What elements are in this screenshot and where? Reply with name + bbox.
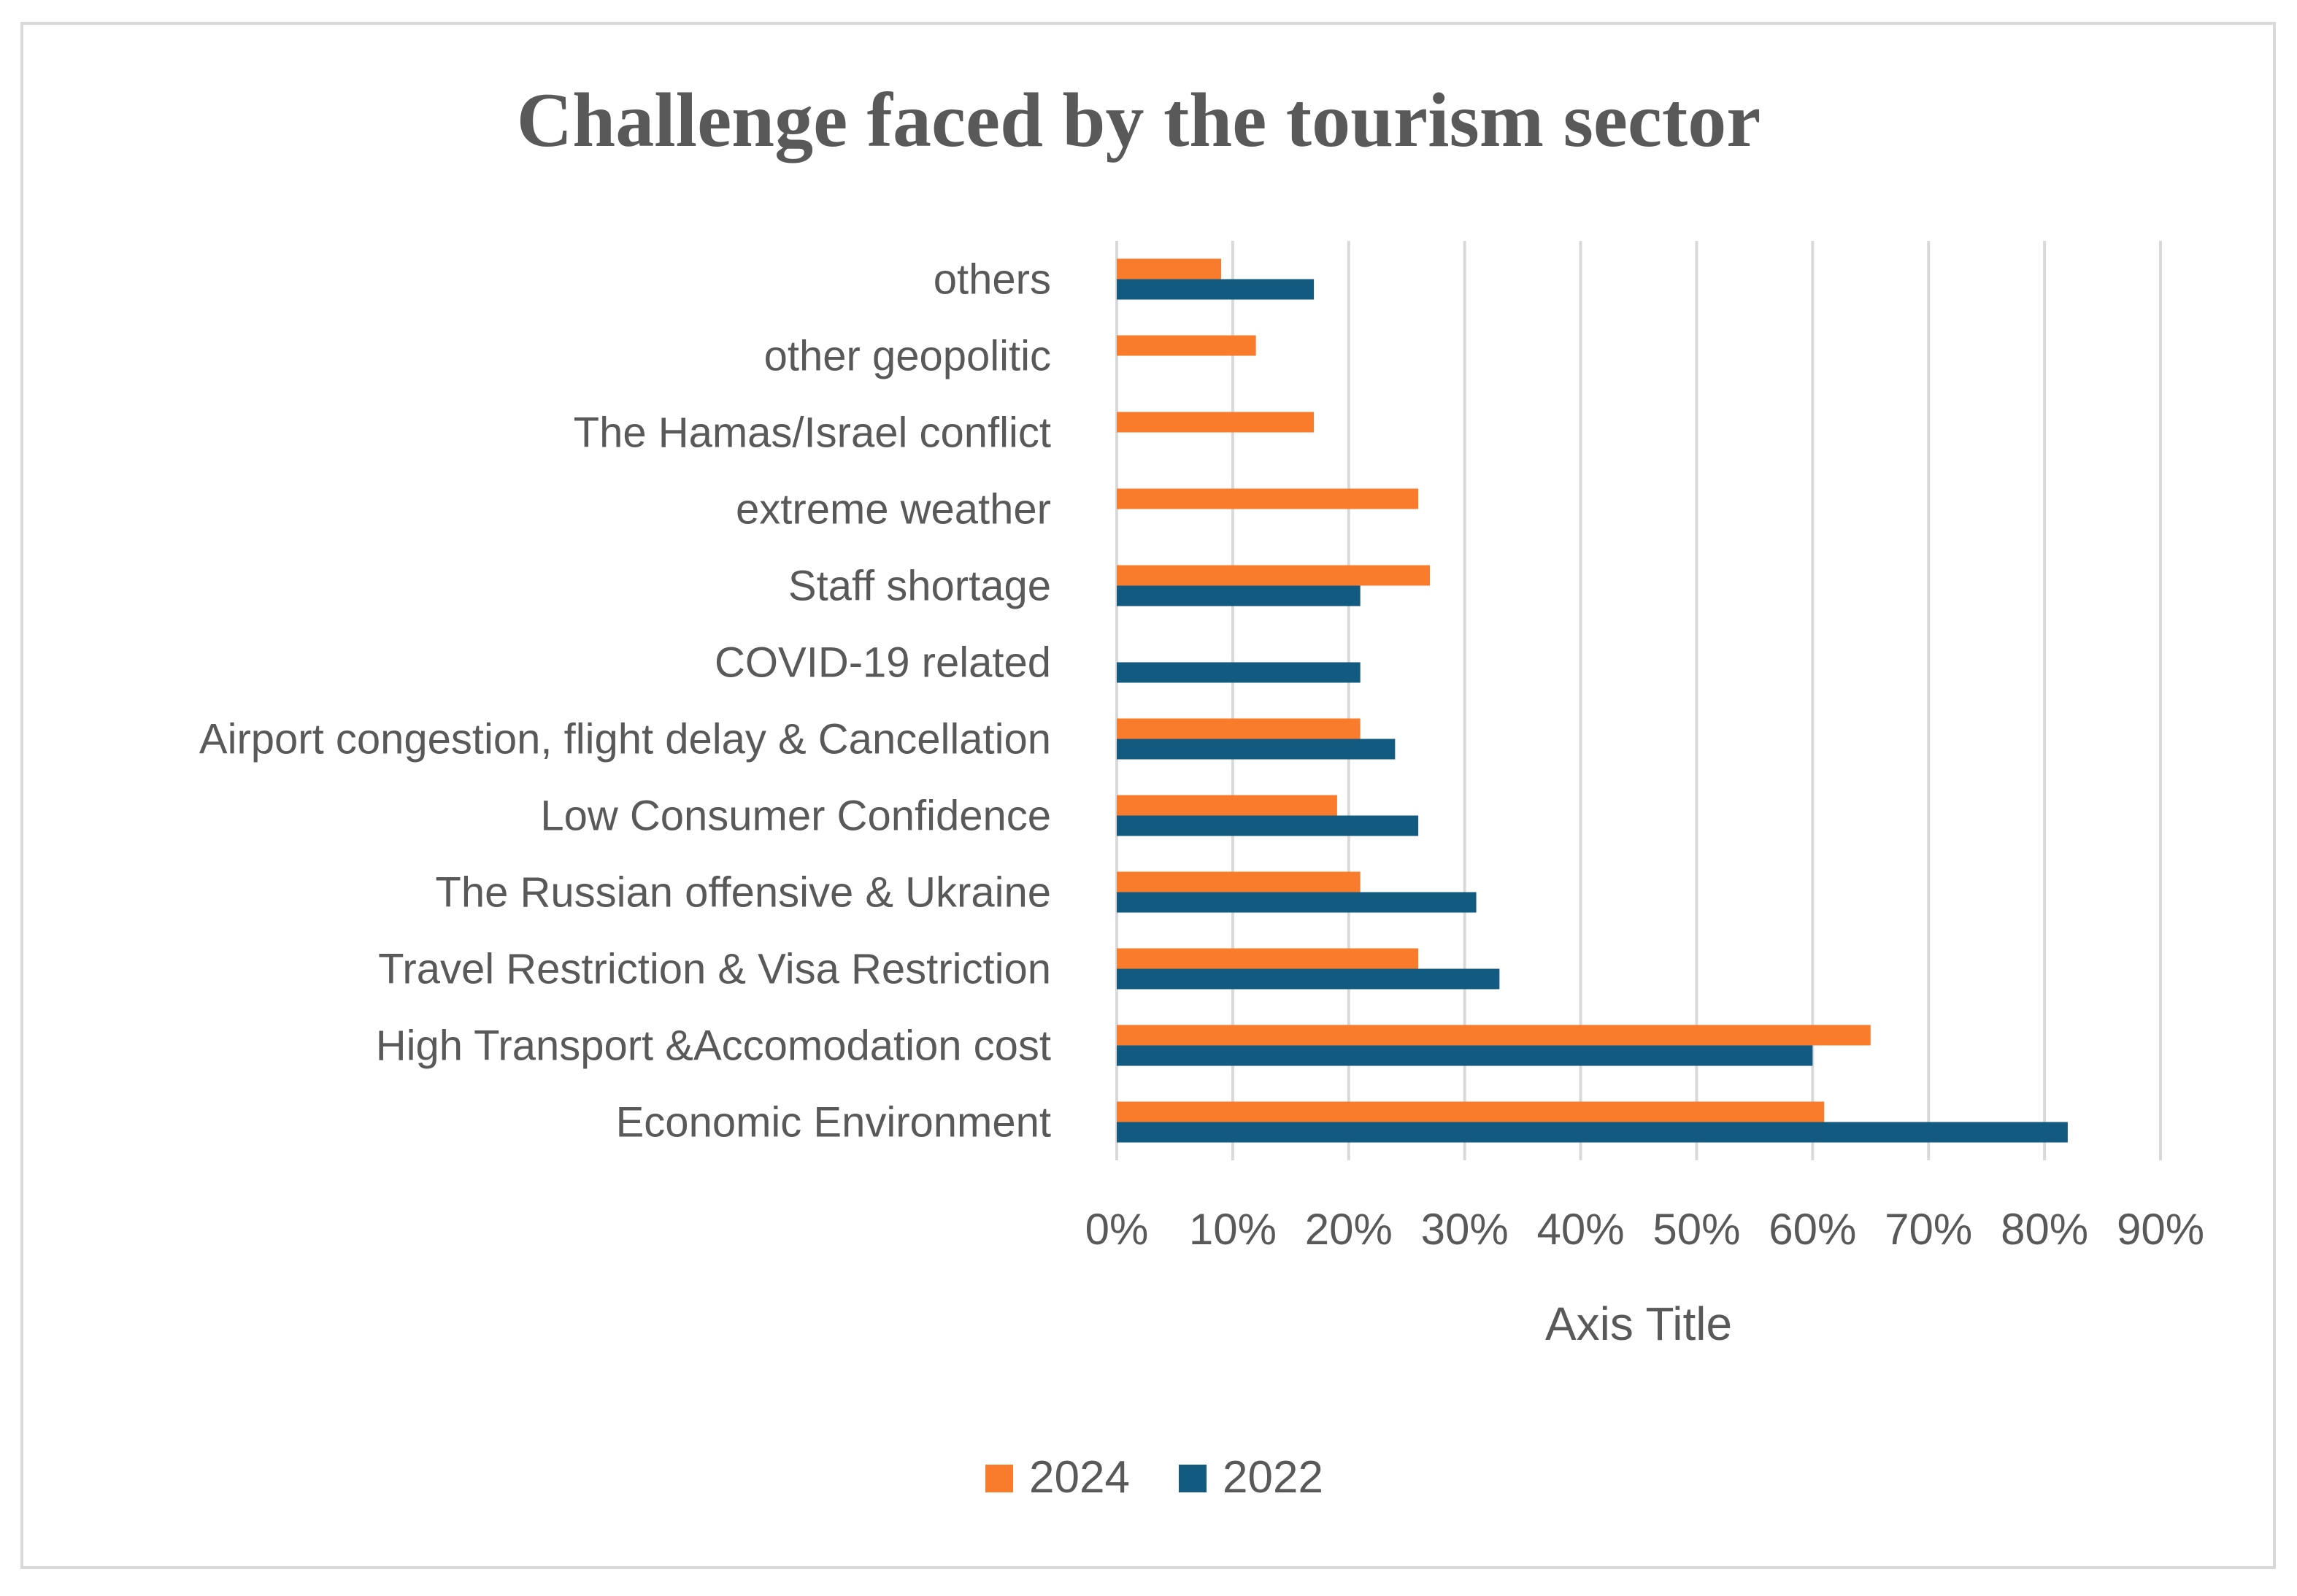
category-label: Economic Environment xyxy=(616,1099,1051,1146)
bar-2024-11 xyxy=(1117,1101,1825,1122)
x-tick-label: 0% xyxy=(1085,1205,1149,1254)
bar-2022-11 xyxy=(1117,1122,2068,1143)
category-label: others xyxy=(934,256,1051,304)
bar-2024-0 xyxy=(1117,258,1221,280)
x-tick-label: 50% xyxy=(1652,1205,1740,1254)
category-label: Staff shortage xyxy=(788,563,1051,610)
chart-title: Challenge faced by the tourism sector xyxy=(517,77,1761,163)
bar-2022-8 xyxy=(1117,892,1477,913)
category-label: Airport congestion, flight delay & Cance… xyxy=(199,716,1051,763)
gridlines xyxy=(1115,241,2162,1160)
x-axis-title: Axis Title xyxy=(1545,1298,1732,1350)
category-label: COVID-19 related xyxy=(715,639,1051,687)
x-tick-label: 70% xyxy=(1885,1205,1972,1254)
bar-2022-4 xyxy=(1117,585,1361,606)
bar-2024-8 xyxy=(1117,871,1361,893)
bar-2024-7 xyxy=(1117,795,1337,816)
bar-2024-3 xyxy=(1117,488,1419,509)
category-label: The Russian offensive & Ukraine xyxy=(435,869,1051,917)
bar-2024-9 xyxy=(1117,948,1419,969)
x-tick-label: 30% xyxy=(1421,1205,1509,1254)
legend-swatch-2022 xyxy=(1179,1465,1207,1492)
bars xyxy=(1117,258,2068,1143)
category-label: High Transport &Accomodation cost xyxy=(376,1022,1051,1070)
x-tick-label: 80% xyxy=(2001,1205,2088,1254)
bar-2024-1 xyxy=(1117,335,1256,356)
category-label: Low Consumer Confidence xyxy=(540,793,1051,840)
category-label: extreme weather xyxy=(736,486,1051,533)
bar-2022-6 xyxy=(1117,739,1396,760)
legend-label-2024: 2024 xyxy=(1029,1452,1130,1503)
bar-2022-9 xyxy=(1117,968,1500,990)
bar-2022-10 xyxy=(1117,1045,1813,1066)
x-tick-label: 10% xyxy=(1189,1205,1277,1254)
legend-swatch-2024 xyxy=(985,1465,1013,1492)
category-label: The Hamas/Israel conflict xyxy=(574,409,1051,457)
bar-2022-5 xyxy=(1117,662,1361,683)
bar-2022-0 xyxy=(1117,279,1315,300)
legend: 2024 2022 xyxy=(985,1452,1323,1503)
x-tick-labels: 0% 10% 20% 30% 40% 50% 60% 70% 80% 90% xyxy=(1085,1205,2204,1254)
bar-2024-10 xyxy=(1117,1025,1871,1046)
legend-label-2022: 2022 xyxy=(1223,1452,1323,1503)
bar-2024-2 xyxy=(1117,412,1315,433)
x-tick-label: 20% xyxy=(1305,1205,1393,1254)
x-tick-label: 40% xyxy=(1537,1205,1625,1254)
bar-2024-6 xyxy=(1117,718,1361,739)
x-tick-label: 60% xyxy=(1769,1205,1856,1254)
category-label: other geopolitic xyxy=(764,333,1051,380)
category-label: Travel Restriction & Visa Restriction xyxy=(378,946,1051,993)
category-labels: others other geopolitic The Hamas/Israel c… xyxy=(199,256,1051,1146)
bar-2022-7 xyxy=(1117,815,1419,836)
x-tick-label: 90% xyxy=(2117,1205,2204,1254)
bar-2024-4 xyxy=(1117,565,1430,586)
